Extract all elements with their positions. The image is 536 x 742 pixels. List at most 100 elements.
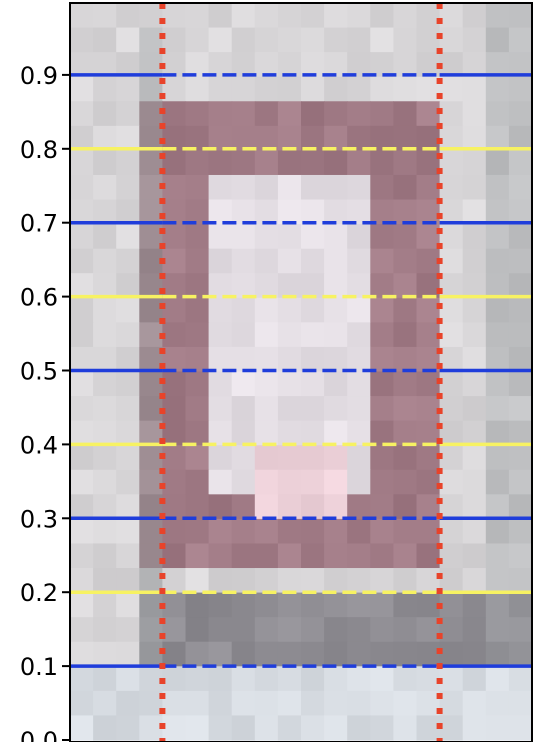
- pixel-cell: [232, 224, 256, 249]
- pixel-cell: [116, 77, 140, 102]
- pixel-cell: [209, 470, 233, 495]
- pixel-cell: [186, 666, 210, 691]
- pixel-cell: [509, 101, 533, 126]
- pixel-cell: [209, 543, 233, 568]
- pixel-cell: [324, 593, 348, 618]
- pixel-cell: [278, 347, 302, 372]
- pixel-cell: [324, 101, 348, 126]
- pixel-cell: [463, 175, 487, 200]
- pixel-cell: [186, 568, 210, 593]
- pixel-cell: [440, 617, 464, 642]
- pixel-cell: [440, 470, 464, 495]
- pixel-cell: [301, 691, 325, 716]
- pixel-cell: [232, 593, 256, 618]
- pixel-cell: [463, 101, 487, 126]
- pixel-cell: [463, 322, 487, 347]
- pixel-cell: [486, 642, 510, 667]
- pixel-cell: [301, 28, 325, 53]
- pixel-cell: [232, 175, 256, 200]
- pixel-cell: [347, 470, 371, 495]
- pixel-cell: [116, 372, 140, 397]
- pixel-cell: [255, 593, 279, 618]
- pixel-cell: [162, 617, 186, 642]
- pixel-cell: [232, 347, 256, 372]
- pixel-cell: [116, 470, 140, 495]
- pixel-cell: [463, 470, 487, 495]
- pixel-cell: [186, 101, 210, 126]
- pixel-cell: [162, 347, 186, 372]
- pixel-cell: [93, 28, 117, 53]
- pixel-cell: [301, 150, 325, 175]
- pixel-cell: [255, 28, 279, 53]
- pixel-cell: [162, 666, 186, 691]
- pixel-cell: [486, 617, 510, 642]
- pixel-cell: [347, 101, 371, 126]
- pixel-cell: [370, 691, 394, 716]
- pixel-cell: [509, 249, 533, 274]
- pixel-cell: [209, 445, 233, 470]
- pixel-cell: [347, 273, 371, 298]
- pixel-cell: [301, 666, 325, 691]
- pixel-cell: [278, 249, 302, 274]
- pixel-cell: [370, 200, 394, 225]
- pixel-cell: [463, 396, 487, 421]
- pixel-cell: [509, 175, 533, 200]
- pixel-cell: [232, 101, 256, 126]
- pixel-cell: [486, 77, 510, 102]
- pixel-cell: [70, 519, 94, 544]
- pixel-cell: [440, 298, 464, 323]
- pixel-cell: [347, 3, 371, 28]
- pixel-cell: [116, 347, 140, 372]
- pixel-cell: [370, 3, 394, 28]
- pixel-cell: [70, 666, 94, 691]
- pixel-cell: [486, 224, 510, 249]
- pixel-cell: [463, 249, 487, 274]
- pixel-cell: [486, 249, 510, 274]
- pixel-cell: [347, 519, 371, 544]
- pixel-cell: [186, 298, 210, 323]
- pixel-cell: [232, 77, 256, 102]
- pixel-cell: [370, 322, 394, 347]
- pixel-cell: [324, 519, 348, 544]
- pixel-cell: [324, 642, 348, 667]
- pixel-cell: [278, 691, 302, 716]
- pixel-cell: [324, 77, 348, 102]
- pixel-cell: [440, 642, 464, 667]
- pixel-cell: [324, 543, 348, 568]
- pixel-cell: [162, 715, 186, 740]
- pixel-cell: [370, 28, 394, 53]
- pixel-cell: [93, 150, 117, 175]
- pixel-cell: [162, 249, 186, 274]
- pixel-cell: [162, 3, 186, 28]
- pixel-cell: [370, 445, 394, 470]
- pixel-cell: [301, 298, 325, 323]
- pixel-cell: [278, 273, 302, 298]
- pixel-cell: [440, 494, 464, 519]
- pixel-cell: [347, 150, 371, 175]
- pixel-cell: [93, 77, 117, 102]
- pixel-cell: [209, 642, 233, 667]
- pixel-cell: [162, 273, 186, 298]
- pixel-cell: [370, 249, 394, 274]
- y-tick-label: 0.6: [20, 284, 58, 312]
- y-tick-label: 0.1: [20, 653, 58, 681]
- pixel-cell: [186, 715, 210, 740]
- pixel-cell: [486, 666, 510, 691]
- pixel-cell: [255, 101, 279, 126]
- pixel-cell: [509, 445, 533, 470]
- pixel-cell: [393, 593, 417, 618]
- pixel-cell: [370, 372, 394, 397]
- pixel-cell: [486, 150, 510, 175]
- pixel-cell: [370, 77, 394, 102]
- pixel-cell: [393, 322, 417, 347]
- pixel-cell: [209, 421, 233, 446]
- pixel-cell: [162, 642, 186, 667]
- pixel-cell: [347, 77, 371, 102]
- pixel-cell: [324, 421, 348, 446]
- pixel-cell: [486, 347, 510, 372]
- pixel-cell: [370, 543, 394, 568]
- pixel-cell: [232, 3, 256, 28]
- pixel-cell: [255, 150, 279, 175]
- pixel-cell: [232, 470, 256, 495]
- pixel-cell: [393, 101, 417, 126]
